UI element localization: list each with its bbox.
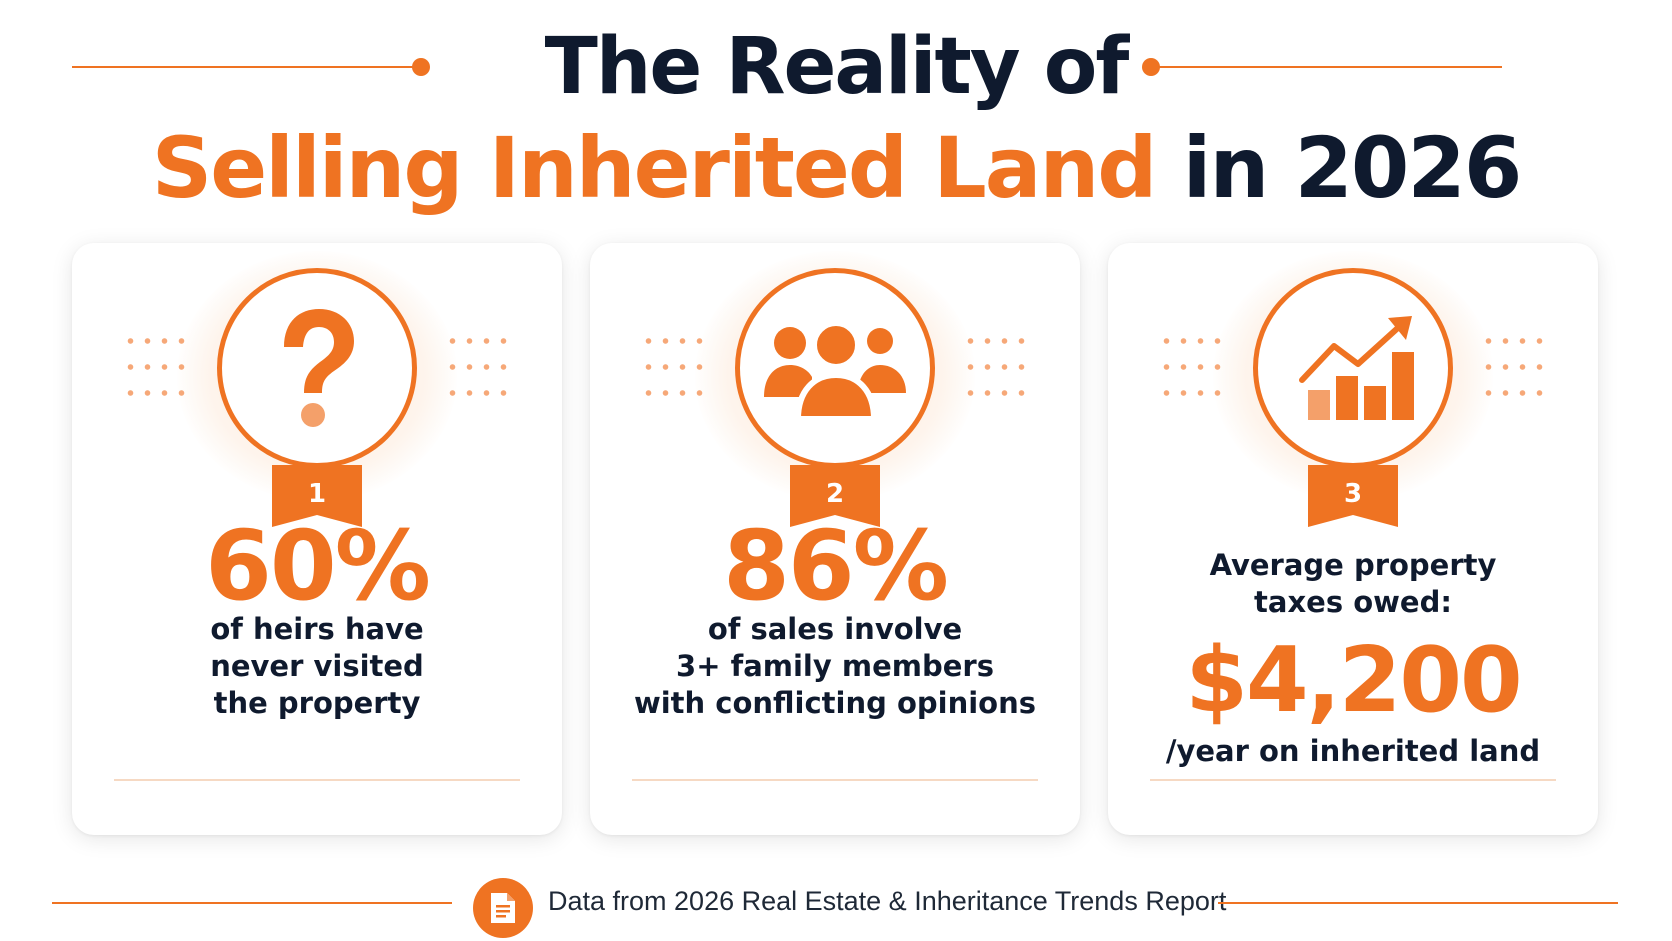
footer-line-right [1218, 902, 1618, 904]
title-deco-dot-left [412, 58, 430, 76]
stat-description: of heirs have never visited the property [72, 611, 562, 722]
stat-card-2: 2 86% of sales involve 3+ family members… [590, 243, 1080, 835]
description-line: taxes owed: [1254, 585, 1452, 619]
stat-description: of sales involve 3+ family members with … [590, 611, 1080, 722]
people-group-icon [764, 320, 906, 422]
description-line: Average property [1209, 548, 1497, 582]
title-highlight: Selling Inherited Land [151, 119, 1158, 217]
title-row: The Reality of [0, 22, 1672, 112]
ribbon-number: 2 [825, 479, 845, 509]
rising-bar-chart-icon [1299, 316, 1414, 420]
decorative-dots-right [1480, 328, 1548, 408]
description-line: 3+ family members [676, 649, 994, 683]
stat-value: $4,200 [1185, 628, 1522, 733]
ribbon-badge-2: 2 [790, 465, 880, 527]
card-divider [632, 779, 1038, 781]
card-divider [1150, 779, 1556, 781]
ribbon-badge-1: 1 [272, 465, 362, 527]
description-line: the property [213, 686, 421, 720]
medal-circle [735, 268, 935, 468]
medal-circle [217, 268, 417, 468]
stat-card-1: 1 60% of heirs have never visited the pr… [72, 243, 562, 835]
stat-value: 60% [205, 510, 431, 622]
decorative-dots-right [962, 328, 1030, 408]
title-deco-line-left [72, 66, 422, 68]
stat-post-description: /year on inherited land [1165, 734, 1541, 768]
stat-pre-description: Average property taxes owed: [1108, 547, 1598, 621]
title-deco-line-right [1152, 66, 1502, 68]
description-line: with conflicting opinions [633, 686, 1037, 720]
description-line: of sales involve [707, 612, 963, 646]
page-title-line1: The Reality of [544, 22, 1130, 112]
document-icon [473, 878, 533, 938]
footer-line-left [52, 902, 452, 904]
stat-card-3: 3 Average property taxes owed: $4,200 /y… [1108, 243, 1598, 835]
ribbon-badge-3: 3 [1308, 465, 1398, 527]
medal-circle [1253, 268, 1453, 468]
title-year: in 2026 [1155, 119, 1523, 217]
ribbon-number: 3 [1343, 479, 1363, 509]
description-line: of heirs have [210, 612, 424, 646]
stat-value: 86% [723, 510, 949, 622]
question-mark-icon [284, 309, 354, 427]
page-title-line2: Selling Inherited Land in 2026 [0, 118, 1672, 218]
title-deco-dot-right [1142, 58, 1160, 76]
decorative-dots-left [122, 328, 190, 408]
ribbon-number: 1 [307, 479, 327, 509]
source-note: Data from 2026 Real Estate & Inheritance… [548, 886, 1227, 916]
decorative-dots-left [1158, 328, 1226, 408]
decorative-dots-right [444, 328, 512, 408]
decorative-dots-left [640, 328, 708, 408]
card-divider [114, 779, 520, 781]
footer: Data from 2026 Real Estate & Inheritance… [0, 872, 1672, 938]
description-line: never visited [210, 649, 424, 683]
